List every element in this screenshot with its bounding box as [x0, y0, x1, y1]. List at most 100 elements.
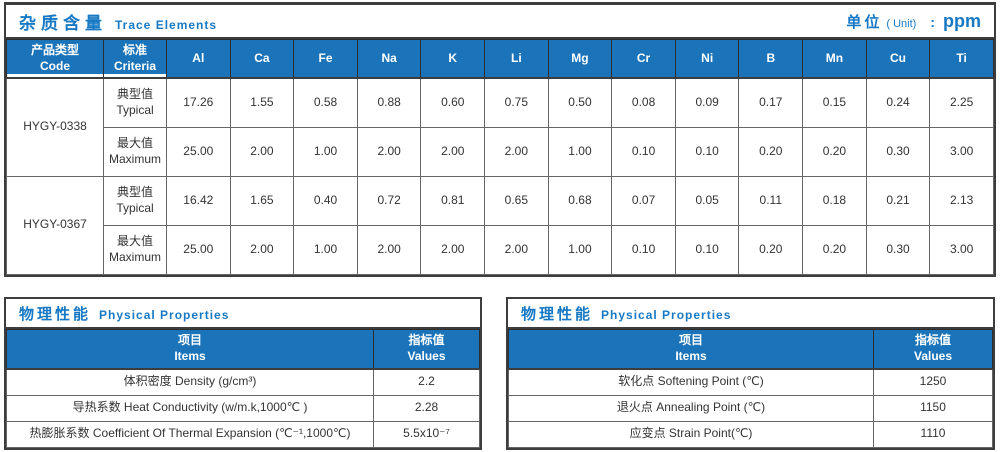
value-cell: 25.00: [166, 224, 231, 275]
value-cell: 0.17: [738, 77, 804, 128]
property-item: 应变点 Strain Point(℃): [508, 420, 874, 448]
criteria-cell: 典型值 Typical: [103, 175, 167, 226]
col-header-items-zh: 项目: [177, 333, 202, 348]
property-value: 1250: [873, 368, 993, 396]
col-header-element-na: Na: [356, 39, 422, 79]
value-cell: 0.24: [865, 77, 931, 128]
criteria-zh: 典型值: [116, 87, 153, 102]
value-cell: 0.30: [865, 224, 931, 275]
col-header-criteria: 标准 Criteria: [103, 39, 167, 79]
col-header-element-mg: Mg: [547, 39, 613, 79]
value-cell: 0.05: [674, 175, 740, 226]
col-header-code: 产品类型 Code: [6, 39, 104, 79]
unit-label: 单位 ( Unit) : ppm: [846, 11, 981, 32]
value-cell: 0.20: [738, 126, 804, 177]
col-header-code-zh: 产品类型: [30, 42, 79, 57]
criteria-en: Typical: [116, 200, 154, 215]
value-cell: 0.21: [865, 175, 931, 226]
criteria-zh: 最大值: [116, 233, 153, 248]
table-row: 退火点 Annealing Point (℃) 1150: [508, 394, 993, 422]
property-value: 2.2: [373, 368, 480, 396]
physical-right-title: 物理性能 Physical Properties: [521, 303, 731, 324]
value-cell: 0.18: [802, 175, 867, 226]
value-cell: 0.65: [484, 175, 549, 226]
criteria-cell: 典型值 Typical: [103, 77, 167, 128]
value-cell: 1.55: [229, 77, 295, 128]
value-cell: 2.00: [356, 126, 422, 177]
col-header-element-al: Al: [166, 39, 231, 79]
value-cell: 0.60: [420, 77, 486, 128]
value-cell: 3.00: [929, 224, 994, 275]
physical-right-title-bar: 物理性能 Physical Properties: [508, 299, 993, 329]
col-header-element-b: B: [738, 39, 804, 79]
value-cell: 0.10: [674, 126, 740, 177]
value-cell: 0.10: [611, 224, 676, 275]
value-cell: 0.30: [865, 126, 931, 177]
col-header-element-fe: Fe: [293, 39, 358, 79]
criteria-zh: 最大值: [116, 135, 153, 150]
value-cell: 0.50: [547, 77, 613, 128]
unit-colon: :: [930, 13, 935, 30]
value-cell: 2.00: [484, 224, 549, 275]
value-cell: 2.25: [929, 77, 994, 128]
value-cell: 2.00: [420, 126, 486, 177]
value-cell: 0.88: [356, 77, 422, 128]
value-cell: 0.20: [802, 224, 867, 275]
value-cell: 2.00: [356, 224, 422, 275]
value-cell: 0.58: [293, 77, 358, 128]
property-value: 2.28: [373, 394, 480, 422]
col-header-element-ti: Ti: [929, 39, 994, 79]
value-cell: 2.00: [229, 224, 295, 275]
table-row: 应变点 Strain Point(℃) 1110: [508, 420, 993, 448]
value-cell: 1.00: [547, 126, 613, 177]
value-cell: 3.00: [929, 126, 994, 177]
physical-right-title-en: Physical Properties: [601, 307, 732, 322]
value-cell: 0.75: [484, 77, 549, 128]
table-row: HYGY-0338 典型值 Typical 17.26 1.55 0.58 0.…: [6, 77, 994, 177]
value-cell: 1.00: [547, 224, 613, 275]
col-header-criteria-zh: 标准: [122, 42, 147, 57]
value-cell: 0.10: [611, 126, 676, 177]
col-header-items: 项目 Items: [508, 329, 874, 370]
table-row: 热膨胀系数 Coefficient Of Thermal Expansion (…: [6, 420, 480, 448]
col-header-criteria-en: Criteria: [113, 58, 157, 73]
value-cell: 25.00: [166, 126, 231, 177]
physical-left-title-en: Physical Properties: [99, 307, 230, 322]
value-cell: 0.81: [420, 175, 486, 226]
value-cell: 16.42: [166, 175, 231, 226]
physical-left-header-row: 项目 Items 指标值 Values: [6, 329, 480, 370]
col-header-items: 项目 Items: [6, 329, 374, 370]
table-row: 导热系数 Heat Conductivity (w/m.k,1000℃ ) 2.…: [6, 394, 480, 422]
value-cell: 17.26: [166, 77, 231, 128]
property-value: 5.5x10⁻⁷: [373, 420, 480, 448]
unit-value: ppm: [943, 10, 981, 31]
trace-title-zh: 杂质含量: [19, 13, 107, 33]
col-header-values-zh: 指标值: [914, 333, 951, 348]
physical-right-header-row: 项目 Items 指标值 Values: [508, 329, 993, 370]
value-cell: 0.10: [674, 224, 740, 275]
col-header-element-cu: Cu: [865, 39, 931, 79]
col-header-element-ca: Ca: [229, 39, 295, 79]
value-cell: 0.07: [611, 175, 676, 226]
trace-title-en: Trace Elements: [115, 17, 218, 32]
criteria-en: Typical: [116, 102, 154, 117]
value-cell: 0.20: [802, 126, 867, 177]
col-header-values: 指标值 Values: [373, 329, 480, 370]
property-item: 热膨胀系数 Coefficient Of Thermal Expansion (…: [6, 420, 374, 448]
table-row: 最大值 Maximum 25.00 2.00 1.00 2.00 2.00 2.…: [7, 126, 994, 177]
trace-title: 杂质含量 Trace Elements: [19, 9, 217, 34]
value-cell: 0.08: [611, 77, 676, 128]
criteria-zh: 典型值: [116, 184, 153, 199]
criteria-cell: 最大值 Maximum: [103, 224, 167, 275]
physical-properties-left-table: 项目 Items 指标值 Values 体积密度 Density (g/cm³)…: [6, 329, 480, 448]
value-cell: 0.11: [738, 175, 804, 226]
product-code: HYGY-0338: [6, 77, 104, 177]
table-row: 软化点 Softening Point (℃) 1250: [508, 368, 993, 396]
value-cell: 1.00: [293, 224, 358, 275]
value-cell: 2.00: [484, 126, 549, 177]
value-cell: 0.15: [802, 77, 867, 128]
value-cell: 0.72: [356, 175, 422, 226]
criteria-en: Maximum: [108, 151, 161, 166]
trace-elements-table: 产品类型 Code 标准 Criteria Al Ca Fe Na K Li M…: [6, 39, 994, 275]
criteria-en: Maximum: [108, 249, 161, 264]
